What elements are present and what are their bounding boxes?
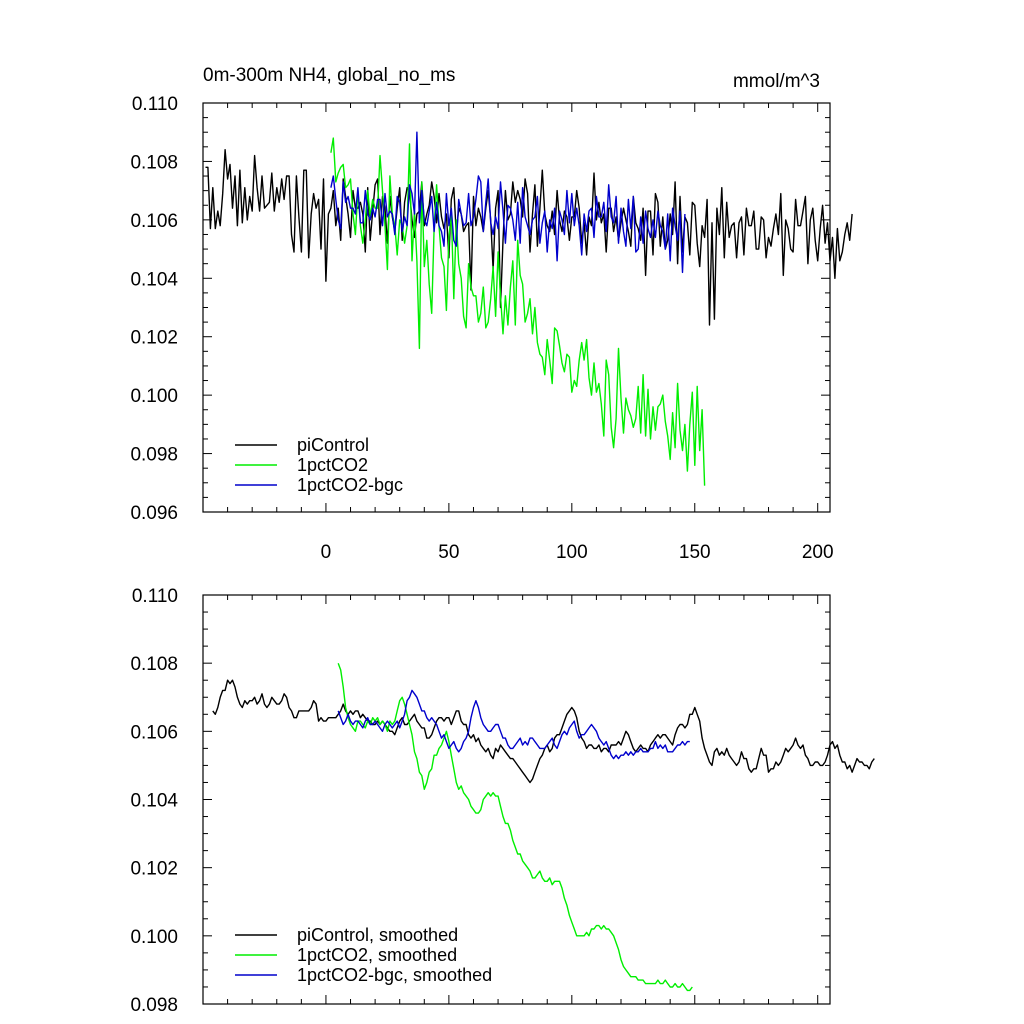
y-tick-label: 0.098: [130, 995, 178, 1016]
x-tick-label: 100: [556, 542, 588, 563]
legend-label: 1pctCO2, smoothed: [297, 945, 457, 965]
y-tick-label: 0.110: [132, 94, 178, 115]
series-line-picontrol-smoothed: [212, 679, 875, 784]
legend-label: 1pctCO2-bgc: [297, 475, 403, 495]
chart-title: 0m-300m NH4, global_no_ms: [203, 65, 455, 86]
legend-label: piControl: [297, 435, 369, 455]
y-tick-label: 0.100: [130, 386, 178, 407]
top-y-tick-labels: 0.110 0.108 0.106 0.104 0.102 0.100 0.098 0.096: [130, 94, 178, 524]
x-tick-label: 0: [321, 542, 332, 563]
top-ticks: [202, 102, 830, 513]
x-tick-label: 200: [802, 542, 834, 563]
bottom-series: [212, 662, 875, 992]
legend-label: 1pctCO2: [297, 455, 368, 475]
y-tick-label: 0.100: [130, 927, 178, 948]
bottom-ticks: [202, 594, 830, 1005]
legend-label: piControl, smoothed: [297, 925, 458, 945]
series-line-1pctco2-bgc-smoothed: [337, 689, 690, 760]
top-x-tick-labels: 0 50 100 150 200: [321, 542, 834, 563]
y-tick-label: 0.106: [130, 722, 178, 743]
top-panel: 0m-300m NH4, global_no_ms mmol/m^3 0.110…: [130, 65, 853, 563]
x-tick-label: 150: [679, 542, 711, 563]
y-tick-label: 0.106: [130, 211, 178, 232]
y-tick-label: 0.108: [130, 152, 178, 173]
y-tick-label: 0.096: [130, 503, 178, 524]
series-line-1pctco2-bgc: [330, 131, 686, 274]
series-line-1pctco2-smoothed: [337, 662, 693, 992]
y-tick-label: 0.102: [130, 859, 178, 880]
series-line-picontrol: [205, 148, 853, 326]
top-series: [205, 131, 853, 486]
y-tick-label: 0.110: [132, 586, 178, 607]
y-tick-label: 0.104: [130, 791, 178, 812]
y-tick-label: 0.108: [130, 654, 178, 675]
bottom-panel: 0.110 0.108 0.106 0.104 0.102 0.100 0.098 piCo…: [130, 586, 875, 1016]
y-tick-label: 0.098: [130, 445, 178, 466]
legend-label: 1pctCO2-bgc, smoothed: [297, 965, 492, 985]
units-label: mmol/m^3: [733, 71, 820, 92]
x-tick-label: 50: [438, 542, 459, 563]
y-tick-label: 0.102: [130, 328, 178, 349]
bottom-y-tick-labels: 0.110 0.108 0.106 0.104 0.102 0.100 0.098: [130, 586, 178, 1016]
y-tick-label: 0.104: [130, 269, 178, 290]
